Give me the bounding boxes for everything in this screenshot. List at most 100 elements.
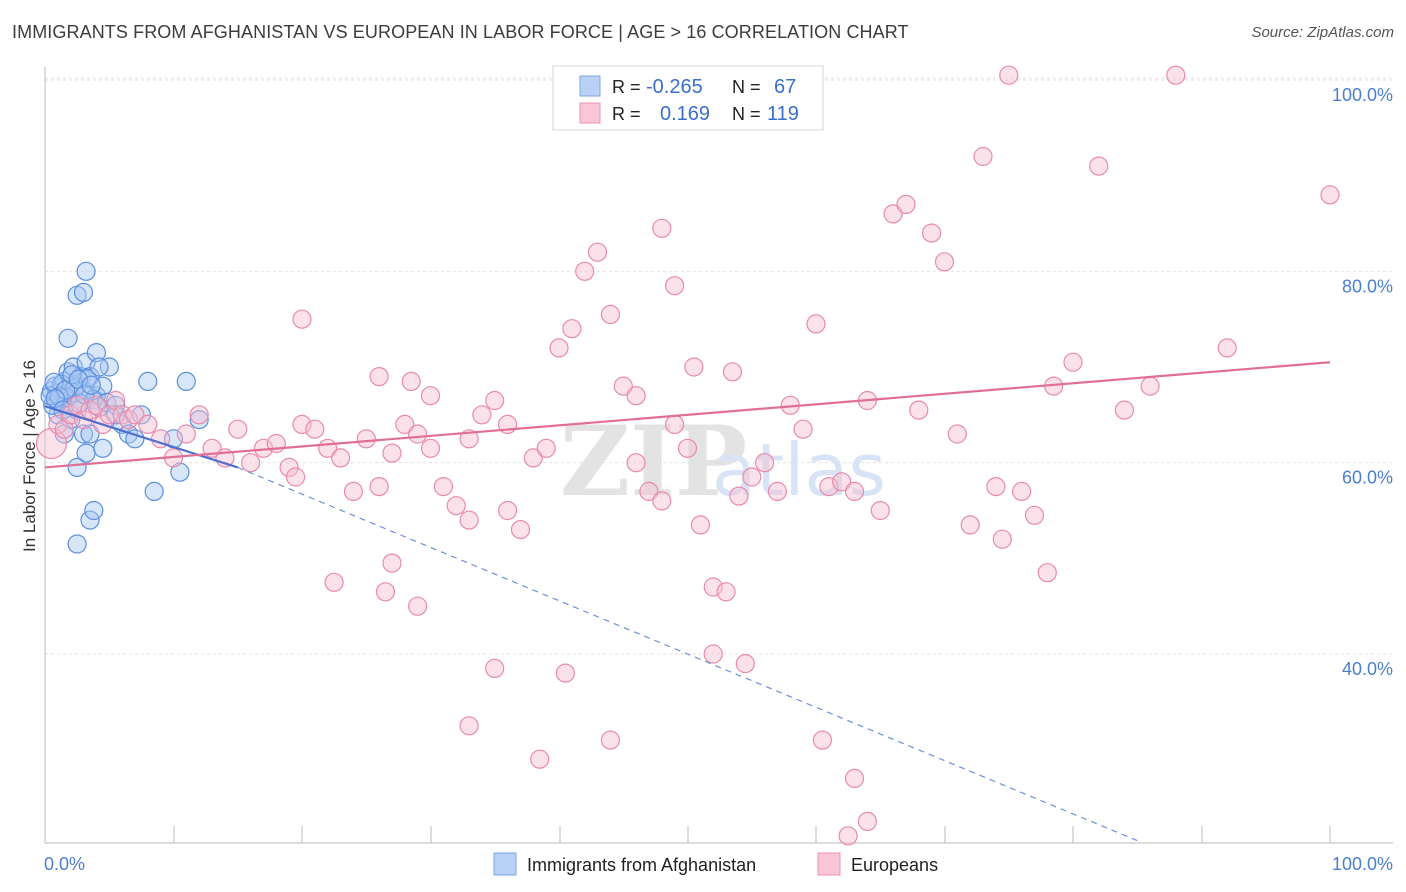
europeans-point — [960, 515, 980, 535]
europeans-point — [485, 390, 505, 411]
x-tick-label-max: 100.0% — [1332, 854, 1393, 874]
legend-swatch-blue — [579, 75, 601, 97]
europeans-point — [722, 362, 743, 382]
europeans-point — [106, 390, 126, 411]
europeans-point — [459, 510, 479, 530]
europeans-point — [690, 515, 711, 535]
europeans-point — [1217, 338, 1237, 358]
europeans-point — [408, 424, 428, 444]
europeans-point — [420, 386, 441, 406]
europeans-point — [189, 405, 209, 425]
europeans-point — [626, 453, 646, 473]
europeans-point — [292, 414, 312, 434]
legend-bottom: Immigrants from Afghanistan Europeans — [493, 852, 938, 876]
europeans-point — [921, 223, 942, 243]
europeans-point — [600, 304, 621, 324]
europeans-point — [684, 357, 704, 377]
afghanistan-point — [93, 438, 113, 458]
watermark-atlas: atlas — [712, 428, 886, 512]
y-tick-label-60: 60.0% — [1342, 468, 1393, 488]
afghanistan-point — [106, 405, 126, 425]
europeans-point — [819, 477, 839, 497]
europeans-point — [292, 309, 312, 329]
europeans-point — [703, 644, 723, 664]
europeans-point — [472, 405, 492, 425]
afghanistan-point — [189, 410, 209, 430]
europeans-point — [343, 481, 363, 501]
afghanistan-point — [63, 357, 83, 377]
europeans-point — [331, 448, 351, 468]
europeans-point — [832, 472, 852, 492]
afghanistan-point — [144, 481, 164, 501]
europeans-point — [1166, 65, 1186, 85]
afghanistan-point — [80, 510, 100, 530]
europeans-point — [896, 194, 916, 214]
legend-bottom-swatch-blue — [493, 852, 517, 876]
europeans-point — [420, 438, 441, 458]
legend-r-label-2: R = — [612, 104, 641, 124]
afghanistan-point — [99, 357, 119, 377]
europeans-point — [305, 419, 325, 439]
europeans-point — [241, 453, 261, 473]
europeans-point — [1140, 376, 1160, 396]
afghanistan-point — [45, 389, 65, 409]
axes — [44, 67, 1393, 844]
y-tick-labels: 40.0% 60.0% 80.0% 100.0% — [1332, 85, 1393, 679]
europeans-point — [716, 582, 736, 602]
europeans-point — [613, 376, 633, 396]
europeans-point — [498, 500, 518, 521]
afghanistan-point — [176, 371, 196, 391]
europeans-point — [844, 768, 865, 789]
legend-r-value-1: -0.265 — [646, 76, 703, 98]
legend-bottom-label-afghanistan: Immigrants from Afghanistan — [527, 855, 756, 875]
afghanistan-point — [81, 375, 101, 395]
europeans-point — [86, 395, 107, 415]
europeans-point — [883, 204, 903, 224]
europeans-point — [729, 486, 749, 506]
europeans-point — [176, 424, 196, 444]
legend-n-label-1: N = — [732, 77, 761, 97]
legend-top: R = -0.265 N = 67 R = 0.169 N = 119 — [552, 65, 824, 131]
europeans-point — [530, 749, 550, 769]
legend-r-value-2: 0.169 — [660, 103, 710, 125]
legend-n-label-2: N = — [732, 104, 761, 124]
europeans-point — [754, 453, 775, 473]
europeans-point — [279, 457, 299, 477]
europeans-point — [575, 261, 595, 281]
europeans-point — [652, 218, 672, 238]
legend-bottom-label-europeans: Europeans — [851, 855, 938, 875]
europeans-point — [369, 477, 389, 497]
europeans-point — [626, 386, 646, 406]
legend-n-value-2: 119 — [767, 103, 799, 125]
europeans-point — [986, 477, 1006, 497]
europeans-point — [664, 414, 685, 434]
afghanistan-point — [170, 462, 190, 482]
europeans-point — [973, 146, 993, 167]
europeans-point — [459, 429, 479, 449]
y-tick-label-40: 40.0% — [1342, 659, 1393, 679]
afghanistan-point — [138, 371, 158, 391]
europeans-point — [54, 419, 74, 439]
europeans-point — [735, 653, 755, 674]
trend-lines — [44, 361, 1331, 842]
series-europeans-points — [35, 65, 1340, 846]
y-tick-label-80: 80.0% — [1342, 276, 1393, 296]
europeans-point — [369, 367, 389, 387]
europeans-point — [999, 65, 1019, 85]
europeans-point — [870, 500, 890, 521]
europeans-point — [286, 467, 306, 487]
europeans-point — [793, 419, 813, 439]
europeans-point — [408, 596, 428, 616]
trend-line-europeans — [44, 361, 1331, 469]
legend-swatch-pink — [579, 102, 601, 124]
afghanistan-point — [67, 534, 87, 554]
europeans-point — [1089, 156, 1109, 176]
europeans-point — [324, 572, 344, 592]
europeans-point — [742, 467, 762, 487]
europeans-point — [600, 730, 621, 750]
europeans-point — [536, 438, 556, 458]
trend-line-afghanistan-extension — [237, 466, 1138, 842]
europeans-point — [125, 405, 145, 425]
europeans-point — [587, 242, 608, 262]
europeans-point — [382, 443, 402, 463]
